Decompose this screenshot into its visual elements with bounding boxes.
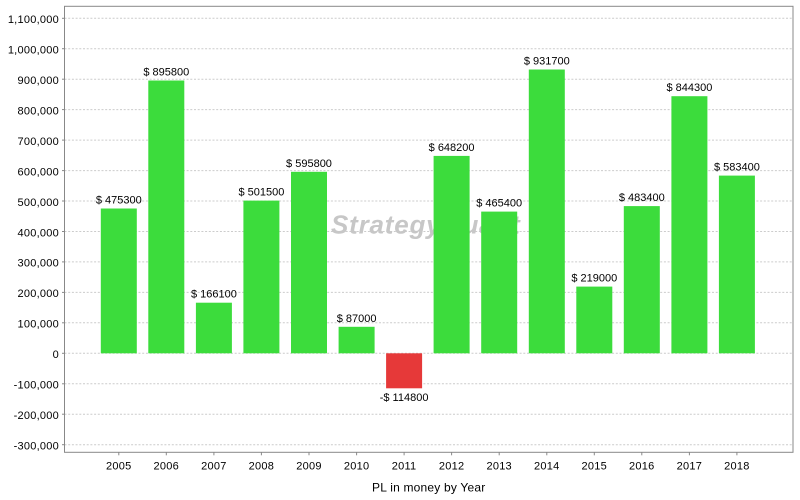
svg-text:-100,000: -100,000	[14, 380, 59, 392]
svg-text:$ 931700: $ 931700	[524, 56, 570, 68]
svg-text:2013: 2013	[486, 460, 511, 472]
svg-text:$ 475300: $ 475300	[96, 195, 142, 207]
svg-text:0: 0	[53, 349, 59, 361]
svg-text:$ 483400: $ 483400	[619, 192, 665, 204]
svg-text:800,000: 800,000	[17, 105, 59, 117]
svg-text:600,000: 600,000	[17, 166, 59, 178]
svg-text:400,000: 400,000	[17, 227, 59, 239]
svg-text:2012: 2012	[439, 460, 464, 472]
svg-text:200,000: 200,000	[17, 288, 59, 300]
svg-text:2008: 2008	[249, 460, 274, 472]
svg-text:100,000: 100,000	[17, 319, 59, 331]
svg-text:2014: 2014	[534, 460, 559, 472]
svg-text:700,000: 700,000	[17, 136, 59, 148]
svg-text:PL in money by Year: PL in money by Year	[372, 481, 485, 495]
svg-text:300,000: 300,000	[17, 258, 59, 270]
svg-text:500,000: 500,000	[17, 197, 59, 209]
svg-text:$ 219000: $ 219000	[571, 273, 617, 285]
svg-text:-300,000: -300,000	[14, 441, 59, 453]
svg-text:2015: 2015	[582, 460, 607, 472]
svg-text:$ 844300: $ 844300	[666, 82, 712, 94]
svg-text:-$ 114800: -$ 114800	[380, 392, 429, 404]
svg-text:$ 501500: $ 501500	[238, 187, 284, 199]
svg-text:$ 895800: $ 895800	[143, 67, 189, 79]
svg-text:900,000: 900,000	[17, 75, 59, 87]
svg-text:$ 583400: $ 583400	[714, 162, 760, 174]
svg-text:2009: 2009	[296, 460, 321, 472]
svg-text:1,000,000: 1,000,000	[8, 45, 59, 57]
svg-text:2011: 2011	[392, 460, 417, 472]
svg-text:2017: 2017	[677, 460, 702, 472]
svg-text:$ 648200: $ 648200	[429, 142, 475, 154]
svg-text:$ 465400: $ 465400	[476, 198, 522, 210]
svg-text:$ 595800: $ 595800	[286, 158, 332, 170]
svg-text:2016: 2016	[629, 460, 654, 472]
svg-text:$ 166100: $ 166100	[191, 289, 237, 301]
svg-text:$ 87000: $ 87000	[337, 313, 377, 325]
svg-text:1,100,000: 1,100,000	[8, 14, 59, 26]
svg-text:2018: 2018	[724, 460, 749, 472]
svg-text:2006: 2006	[154, 460, 179, 472]
svg-text:2010: 2010	[344, 460, 369, 472]
svg-text:-200,000: -200,000	[14, 410, 59, 422]
svg-text:2005: 2005	[106, 460, 131, 472]
svg-text:2007: 2007	[201, 460, 226, 472]
